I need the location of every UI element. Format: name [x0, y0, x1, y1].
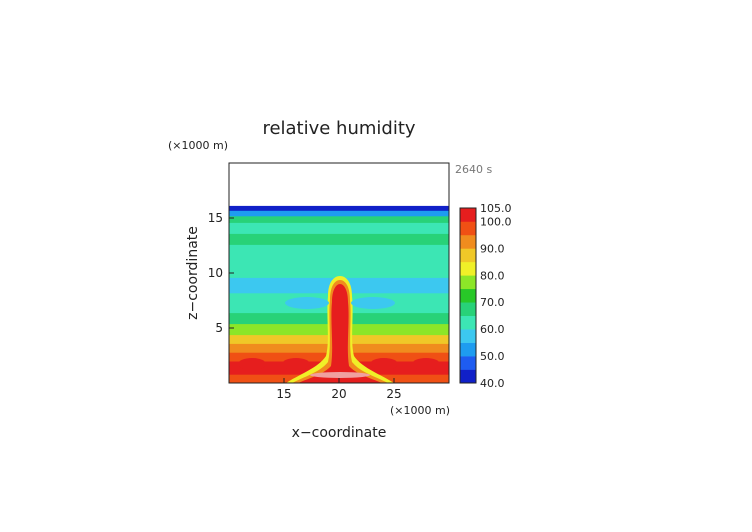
x-axis-label: x−coordinate: [292, 425, 387, 441]
colorbar-swatch-90: [460, 234, 476, 249]
colorbar-swatch-55: [460, 329, 476, 343]
moist-cell-3: [370, 358, 398, 370]
colorbar-label-60.0: 60.0: [480, 323, 505, 336]
x-tick-label-25: 25: [386, 387, 401, 401]
colorbar-label-40.0: 40.0: [480, 377, 505, 390]
colorbar-label-105.0: 105.0: [480, 202, 512, 215]
saturated-streak: [310, 372, 370, 378]
y-axis-label: z−coordinate: [185, 226, 201, 320]
moist-cell-2: [282, 358, 310, 370]
anvil-cell-left: [285, 297, 329, 309]
colorbar-label-50.0: 50.0: [480, 350, 505, 363]
y-unit-label: (×1000 m): [168, 139, 228, 152]
colorbar-swatch-100: [460, 208, 476, 222]
humidity-layer-15: [229, 205, 449, 211]
colorbar-swatch-50: [460, 342, 476, 357]
humidity-layer-14: [229, 210, 449, 217]
colorbar-swatch-75: [460, 275, 476, 290]
moist-cell-1: [238, 358, 266, 370]
plume-core: [298, 284, 382, 383]
y-tick-label-15: 15: [208, 211, 223, 225]
colorbar-frame: [459, 207, 477, 384]
colorbar-swatch-40: [460, 369, 476, 384]
colorbar-swatch-60: [460, 315, 476, 330]
time-label: 2640 s: [455, 163, 492, 176]
colorbar-swatch-45: [460, 356, 476, 370]
colorbar-label-70.0: 70.0: [480, 296, 505, 309]
colorbar-label-90.0: 90.0: [480, 242, 505, 255]
humidity-layer-12: [229, 222, 449, 234]
y-tick-label-5: 5: [215, 321, 223, 335]
humidity-layer-11: [229, 233, 449, 245]
colorbar-label-100.0: 100.0: [480, 215, 512, 228]
colorbar-swatch-95: [460, 221, 476, 236]
x-tick-label-20: 20: [331, 387, 346, 401]
x-unit-label: (×1000 m): [390, 404, 450, 417]
humidity-layer-10: [229, 244, 449, 278]
moist-cell-4: [412, 358, 440, 370]
chart-title: relative humidity: [262, 118, 415, 139]
humidity-layer-13: [229, 215, 449, 223]
colorbar-swatch-70: [460, 288, 476, 303]
plot-area: [228, 162, 450, 384]
colorbar-label-80.0: 80.0: [480, 269, 505, 282]
colorbar-swatch-80: [460, 261, 476, 276]
anvil-cell-right: [351, 297, 395, 309]
x-tick-label-15: 15: [276, 387, 291, 401]
y-tick-label-10: 10: [208, 266, 223, 280]
colorbar-swatch-65: [460, 302, 476, 316]
colorbar-swatch-85: [460, 248, 476, 263]
